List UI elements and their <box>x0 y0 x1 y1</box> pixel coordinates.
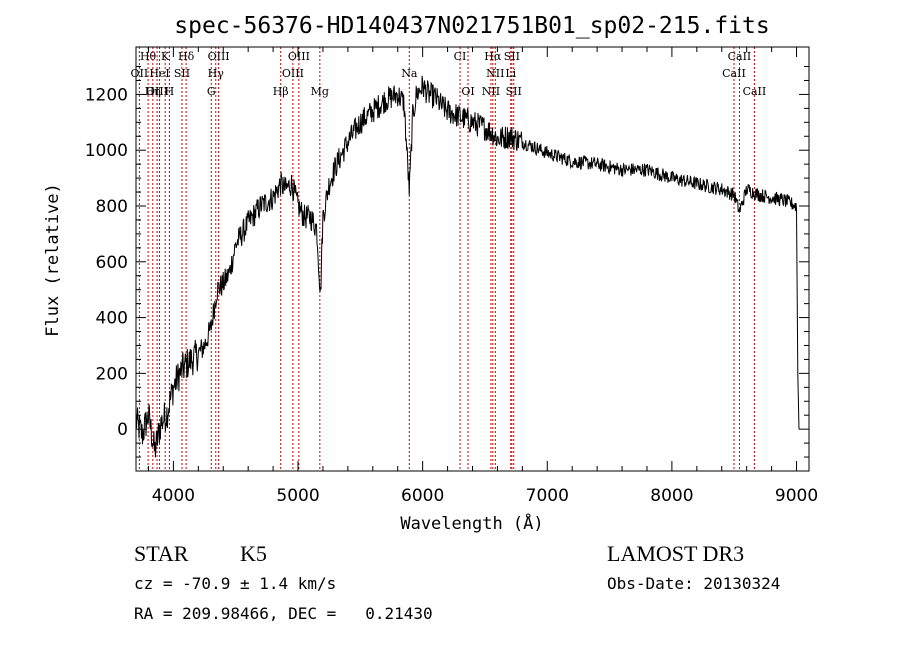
line-marker-label: Hγ <box>208 67 225 80</box>
line-marker-label: NII <box>486 67 504 80</box>
y-tick-label: 1000 <box>85 141 128 161</box>
object-class: STAR <box>134 541 189 566</box>
x-tick-label: 5000 <box>276 486 319 506</box>
line-marker-label: Mg <box>311 85 329 98</box>
line-marker-label: H <box>165 85 175 98</box>
line-marker-label: Na <box>401 67 418 80</box>
spectrum-line <box>135 75 800 458</box>
x-axis: 4000 5000 6000 7000 8000 9000 <box>147 47 818 506</box>
y-axis-label: Flux (relative) <box>43 183 63 337</box>
line-marker-label: NII <box>482 85 500 98</box>
line-marker-label: Hα <box>484 50 502 63</box>
x-tick-label: 7000 <box>526 486 569 506</box>
line-marker-label: Hθ <box>140 50 157 63</box>
y-axis: 0 200 400 600 800 1000 1200 <box>85 66 809 458</box>
line-marker-label: CaII <box>743 85 767 98</box>
x-tick-label: 8000 <box>650 486 693 506</box>
obs-date-text: Obs-Date: 20130324 <box>607 574 780 593</box>
x-tick-label: 4000 <box>152 486 195 506</box>
chart-title: spec-56376-HD140437N021751B01_sp02-215.f… <box>174 13 769 39</box>
y-tick-label: 200 <box>96 364 128 384</box>
line-marker-label: Hδ <box>178 50 195 63</box>
line-marker-label: OIII <box>208 50 230 63</box>
x-tick-label: 9000 <box>775 486 818 506</box>
line-marker-label: OIII <box>146 85 168 98</box>
line-marker-label: SII <box>504 50 520 63</box>
y-tick-label: 1200 <box>85 85 128 105</box>
line-marker-label: G <box>207 85 216 98</box>
survey-name: LAMOST DR3 <box>607 541 744 566</box>
line-marker-label: OI <box>461 85 474 98</box>
line-marker-label: SII <box>506 85 522 98</box>
line-marker-label: CaII <box>728 50 752 63</box>
line-marker-label: CI <box>454 50 467 63</box>
object-subclass: K5 <box>240 541 267 566</box>
line-marker-label: Hβ <box>273 85 289 98</box>
line-marker-label: CaII <box>722 67 746 80</box>
line-marker-label: HeI <box>149 67 169 80</box>
line-marker-label: OIII <box>282 67 304 80</box>
redshift-text: cz = -70.9 ± 1.4 km/s <box>134 574 336 593</box>
coordinates-text: RA = 209.98466, DEC = 0.21430 <box>134 604 433 623</box>
plot-frame <box>135 46 810 472</box>
line-marker-label: Li <box>505 67 516 80</box>
y-tick-label: 0 <box>117 420 128 440</box>
y-tick-label: 800 <box>96 197 128 217</box>
line-marker-label: OII <box>131 67 149 80</box>
y-tick-label: 600 <box>96 253 128 273</box>
line-marker-label: SII <box>174 67 190 80</box>
x-tick-label: 6000 <box>401 486 444 506</box>
x-axis-label: Wavelength (Å) <box>400 512 543 534</box>
line-marker-label: K <box>161 50 170 63</box>
y-tick-label: 400 <box>96 309 128 329</box>
line-marker-label: OIII <box>288 50 310 63</box>
line-marker-label: Hη <box>145 85 161 98</box>
